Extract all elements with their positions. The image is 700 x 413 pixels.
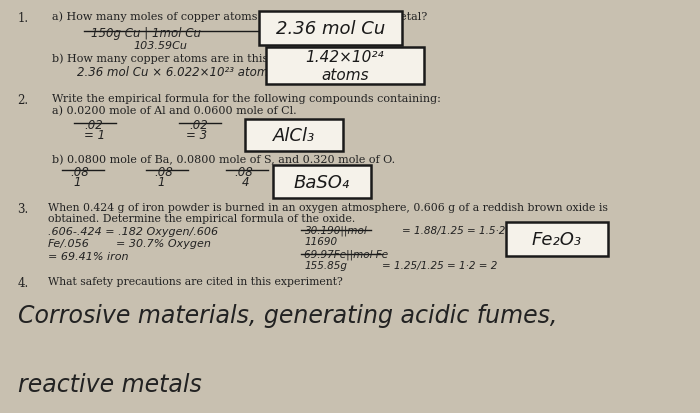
Text: What safety precautions are cited in this experiment?: What safety precautions are cited in thi… [48,277,342,287]
Text: 2.36 mol Cu × 6.022×10²³ atom: 2.36 mol Cu × 6.022×10²³ atom [77,66,268,79]
Text: 103.59Cu: 103.59Cu [133,41,187,51]
Text: 11690: 11690 [304,236,337,246]
Text: a) How many moles of copper atoms are in 150 g of copper metal?: a) How many moles of copper atoms are in… [52,12,428,22]
Text: 2.: 2. [18,93,29,106]
Text: obtained. Determine the empirical formula of the oxide.: obtained. Determine the empirical formul… [48,214,355,224]
Text: 30.190||mol: 30.190||mol [304,225,368,235]
Text: BaSO₄: BaSO₄ [294,173,350,191]
Text: Corrosive materials, generating acidic fumes,: Corrosive materials, generating acidic f… [18,304,557,328]
Text: = 3: = 3 [186,129,206,142]
Text: 1: 1 [74,176,81,189]
FancyBboxPatch shape [245,119,343,152]
Text: b) How many copper atoms are in this amount of copper?: b) How many copper atoms are in this amo… [52,54,378,64]
Text: .08: .08 [234,166,253,179]
Text: 2.36 mol Cu: 2.36 mol Cu [276,20,386,38]
Text: = 1.25/1.25 = 1·2 = 2: = 1.25/1.25 = 1·2 = 2 [382,260,497,270]
Text: Fe/.056: Fe/.056 [48,239,90,249]
Text: When 0.424 g of iron powder is burned in an oxygen atmosphere, 0.606 g of a redd: When 0.424 g of iron powder is burned in… [48,202,608,212]
Text: 155.85g: 155.85g [304,260,347,270]
Text: .08: .08 [70,166,89,179]
FancyBboxPatch shape [259,12,402,45]
FancyBboxPatch shape [273,166,371,198]
Text: Write the empirical formula for the following compounds containing:: Write the empirical formula for the foll… [52,93,442,103]
Text: b) 0.0800 mole of Ba, 0.0800 mole of S, and 0.320 mole of O.: b) 0.0800 mole of Ba, 0.0800 mole of S, … [52,154,395,164]
Text: Fe₂O₃: Fe₂O₃ [532,230,582,248]
Text: 1.42×10²⁴
atoms: 1.42×10²⁴ atoms [305,50,384,83]
Text: .08: .08 [154,166,173,179]
Text: a) 0.0200 mole of Al and 0.0600 mole of Cl.: a) 0.0200 mole of Al and 0.0600 mole of … [52,106,297,116]
Text: .02: .02 [84,119,103,132]
FancyBboxPatch shape [266,48,424,85]
Text: 4: 4 [241,176,249,189]
FancyBboxPatch shape [506,222,608,256]
Text: = 30.7% Oxygen: = 30.7% Oxygen [116,239,211,249]
Text: 4.: 4. [18,277,29,290]
Text: .606-.424 = .182 Oxygen/.606: .606-.424 = .182 Oxygen/.606 [48,226,218,236]
Text: AlCl₃: AlCl₃ [273,126,315,145]
Text: reactive metals: reactive metals [18,372,202,396]
Text: 3.: 3. [18,202,29,215]
Text: .02: .02 [189,119,208,132]
Text: = 1.88/1.25 = 1.5·2 = 3: = 1.88/1.25 = 1.5·2 = 3 [402,225,528,235]
Text: 1: 1 [158,176,165,189]
Text: = 69.41% iron: = 69.41% iron [48,251,128,261]
Text: 1.: 1. [18,12,29,24]
Text: 150g Cu | 1mol Cu: 150g Cu | 1mol Cu [91,27,201,40]
Text: = 1: = 1 [84,129,105,142]
Text: 69.97Fe||mol Fe: 69.97Fe||mol Fe [304,249,389,259]
